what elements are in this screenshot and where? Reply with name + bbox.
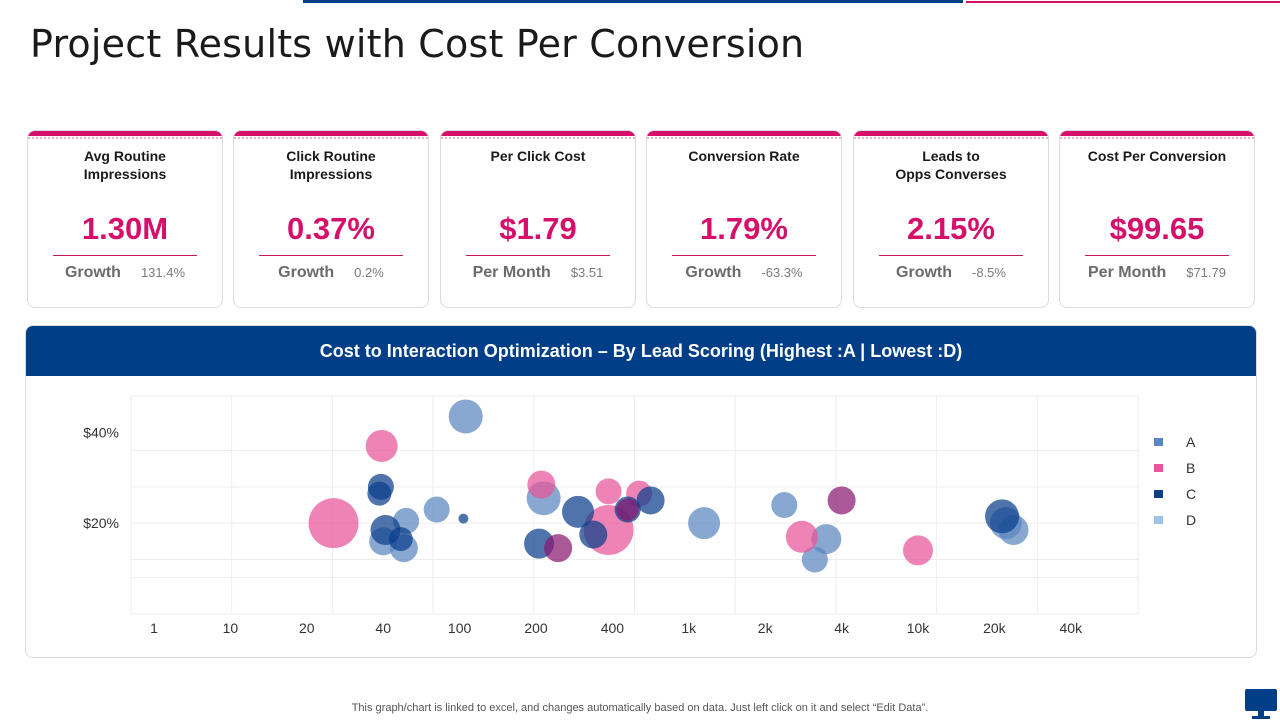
kpi-sub-value: $3.51 <box>570 265 604 280</box>
kpi-divider <box>259 255 403 256</box>
legend-label-c: C <box>1186 486 1196 502</box>
bubble-a <box>811 524 842 555</box>
bubble-c <box>562 495 595 528</box>
bubble-b <box>903 535 933 566</box>
kpi-sub-label: Growth <box>685 264 742 281</box>
kpi-divider <box>53 255 197 256</box>
x-tick-label: 20 <box>299 620 315 636</box>
bubble-b <box>365 429 398 462</box>
kpi-sub-value: 0.2% <box>354 265 384 280</box>
bubble-other <box>616 498 639 521</box>
x-tick-label: 40k <box>1060 620 1084 636</box>
kpi-label: Click Routine Impressions <box>286 148 376 182</box>
kpi-value: $1.79 <box>499 211 577 246</box>
kpi-card-click-routine-impressions: Click Routine Impressions 0.37% Growth 0… <box>233 130 429 308</box>
kpi-divider <box>1085 255 1229 256</box>
x-tick-label: 200 <box>524 620 548 636</box>
bubble-chart[interactable]: $20% $40% 1 10 20 40 100 200 400 1k 2k 4k 10k 20k 40k A… <box>26 326 1257 658</box>
bubble-c <box>458 513 469 524</box>
x-tick-label: 1 <box>150 620 158 636</box>
kpi-sub-label: Growth <box>896 264 953 281</box>
kpi-label: Conversion Rate <box>688 148 800 164</box>
chart-banner: Cost to Interaction Optimization – By Le… <box>26 326 1256 376</box>
kpi-sub-label: Growth <box>278 264 335 281</box>
kpi-sub-value: -8.5% <box>972 265 1006 280</box>
x-tick-label: 10 <box>223 620 239 636</box>
kpi-sub: Per Month $71.79 <box>1060 264 1254 282</box>
chart-panel: Cost to Interaction Optimization – By Le… <box>25 325 1257 658</box>
x-tick-label: 4k <box>834 620 850 636</box>
footer-note: This graph/chart is linked to excel, and… <box>351 702 929 714</box>
kpi-card-conversion-rate: Conversion Rate 1.79% Growth -63.3% <box>646 130 842 308</box>
bubble-c <box>388 527 413 552</box>
kpi-value: $99.65 <box>1109 211 1205 246</box>
kpi-row: Avg Routine Impressions 1.30M Growth 131… <box>27 130 1256 308</box>
kpi-sub-label: Per Month <box>472 264 551 281</box>
kpi-sub: Growth 0.2% <box>234 264 428 282</box>
x-tick-label: 400 <box>601 620 625 636</box>
bubble-a <box>423 496 450 523</box>
bubble-b <box>595 478 622 505</box>
legend-swatch-a <box>1154 438 1163 446</box>
x-tick-label: 20k <box>983 620 1007 636</box>
kpi-card-per-click-cost: Per Click Cost $1.79 Per Month $3.51 <box>440 130 636 308</box>
kpi-sub-value: 131.4% <box>140 265 186 280</box>
x-tick-label: 1k <box>681 620 697 636</box>
top-accent-line-blue <box>303 0 963 3</box>
kpi-divider <box>879 255 1023 256</box>
bubble-b <box>308 498 359 549</box>
kpi-card-avg-routine-impressions: Avg Routine Impressions 1.30M Growth 131… <box>27 130 223 308</box>
kpi-sub: Growth -63.3% <box>647 264 841 282</box>
bubble-c <box>985 499 1020 534</box>
kpi-value: 1.30M <box>81 211 169 246</box>
kpi-divider <box>672 255 816 256</box>
kpi-sub: Growth 131.4% <box>28 264 222 282</box>
kpi-sub: Per Month $3.51 <box>441 264 635 282</box>
kpi-value: 1.79% <box>700 211 788 246</box>
bubble-other <box>544 534 573 563</box>
monitor-icon <box>1245 689 1277 719</box>
top-accent-line-pink <box>966 1 1280 3</box>
bubble-a <box>771 492 798 518</box>
legend-label-b: B <box>1186 460 1195 476</box>
legend-label-a: A <box>1186 434 1196 450</box>
kpi-card-leads-to-opps: Leads to Opps Converses 2.15% Growth -8.… <box>853 130 1049 308</box>
kpi-sub-label: Growth <box>64 264 121 281</box>
legend-label-d: D <box>1186 512 1196 528</box>
kpi-sub-value: $71.79 <box>1186 265 1226 280</box>
bubble-other <box>827 486 856 515</box>
kpi-divider <box>466 255 610 256</box>
bubble-b <box>785 520 818 553</box>
kpi-sub-label: Per Month <box>1088 264 1167 281</box>
y-tick-label: $20% <box>83 515 119 531</box>
kpi-value: 2.15% <box>907 211 995 246</box>
kpi-value: 0.37% <box>287 211 375 246</box>
kpi-label: Leads to Opps Converses <box>895 148 1007 182</box>
bubble-c <box>367 481 392 506</box>
legend-swatch-b <box>1154 464 1163 472</box>
bubble-c <box>636 486 665 515</box>
bubble-b <box>527 470 556 499</box>
kpi-label: Per Click Cost <box>490 148 586 164</box>
x-tick-label: 100 <box>448 620 472 636</box>
x-tick-label: 10k <box>907 620 931 636</box>
kpi-label: Cost Per Conversion <box>1087 148 1227 164</box>
kpi-label: Avg Routine Impressions <box>83 148 167 182</box>
kpi-card-cost-per-conversion: Cost Per Conversion $99.65 Per Month $71… <box>1059 130 1255 308</box>
bubble-a <box>801 546 828 573</box>
kpi-sub-value: -63.3% <box>761 265 803 280</box>
legend-swatch-c <box>1154 490 1163 498</box>
x-tick-label: 2k <box>758 620 774 636</box>
bubble-a <box>448 399 483 434</box>
legend-swatch-d <box>1154 516 1163 524</box>
x-tick-label: 40 <box>375 620 391 636</box>
bubble-a <box>688 507 721 540</box>
y-tick-label: $40% <box>83 424 119 440</box>
page-title: Project Results with Cost Per Conversion <box>30 22 805 66</box>
bubble-c <box>579 520 608 549</box>
kpi-sub: Growth -8.5% <box>854 264 1048 282</box>
